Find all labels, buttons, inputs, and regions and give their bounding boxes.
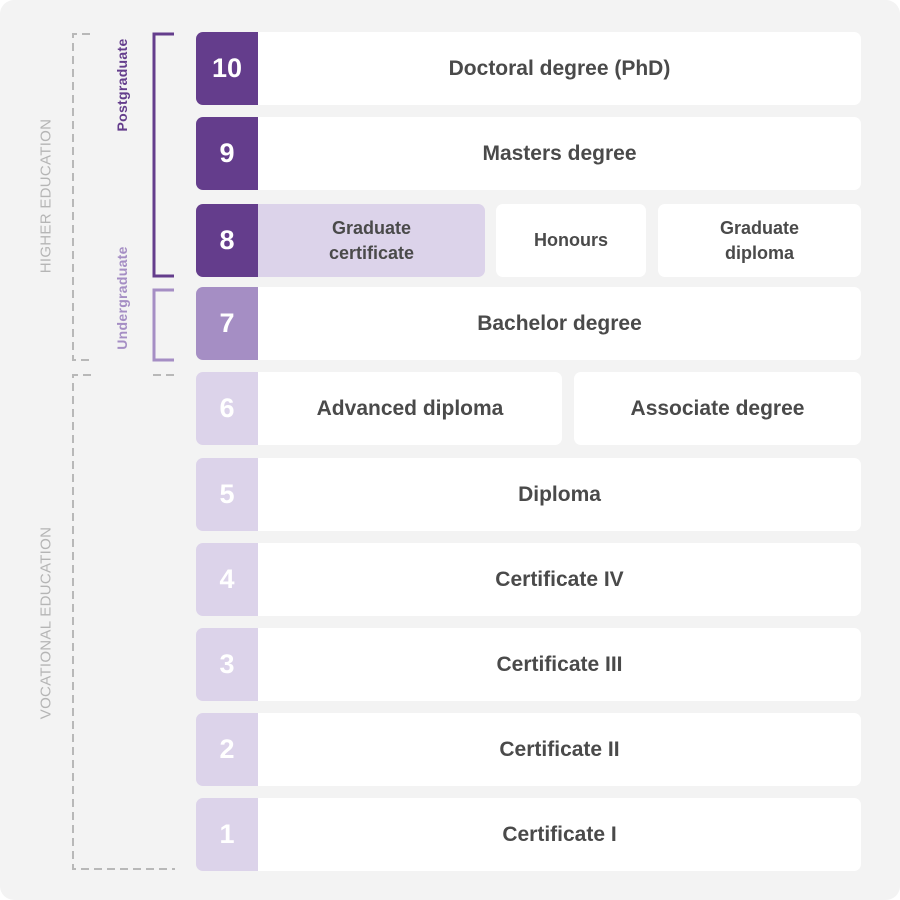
qualification-cell-associate-degree: Associate degree bbox=[574, 372, 861, 445]
undergraduate-label: Undergraduate bbox=[114, 246, 130, 350]
qualification-label: Diploma bbox=[518, 483, 601, 506]
qualification-cell-advanced-diploma: Advanced diploma bbox=[258, 372, 562, 445]
level-number: 6 bbox=[196, 372, 258, 445]
qualification-label: Advanced diploma bbox=[316, 397, 504, 420]
postgraduate-bracket bbox=[152, 32, 174, 278]
qualification-label: Honours bbox=[534, 230, 608, 250]
level-3-row: 3 Certificate III bbox=[196, 628, 861, 701]
level-4-row: 4 Certificate IV bbox=[196, 543, 861, 616]
qualification-cell: Masters degree bbox=[258, 117, 861, 190]
undergraduate-bracket bbox=[152, 288, 174, 362]
qualification-label: Masters degree bbox=[482, 142, 637, 165]
qualification-cell: Certificate III bbox=[258, 628, 861, 701]
level-1-row: 1 Certificate I bbox=[196, 798, 861, 871]
level-10-row: 10 Doctoral degree (PhD) bbox=[196, 32, 861, 105]
higher-education-label: HIGHER EDUCATION bbox=[37, 118, 55, 274]
level-number: 10 bbox=[196, 32, 258, 105]
vocational-education-bracket bbox=[72, 374, 175, 870]
vocational-education-label: VOCATIONAL EDUCATION bbox=[37, 526, 55, 720]
qualification-label: Associate degree bbox=[630, 397, 805, 420]
qualification-cell: Certificate I bbox=[258, 798, 861, 871]
level-number: 1 bbox=[196, 798, 258, 871]
level-number: 4 bbox=[196, 543, 258, 616]
level-7-row: 7 Bachelor degree bbox=[196, 287, 861, 360]
level-number: 9 bbox=[196, 117, 258, 190]
level-9-row: 9 Masters degree bbox=[196, 117, 861, 190]
level-5-row: 5 Diploma bbox=[196, 458, 861, 531]
level-2-row: 2 Certificate II bbox=[196, 713, 861, 786]
higher-education-bracket bbox=[72, 33, 91, 361]
qualification-cell-graduate-certificate: Graduate certificate bbox=[258, 204, 485, 277]
qualification-label: Bachelor degree bbox=[477, 312, 642, 335]
qualification-label: Graduate diploma bbox=[719, 217, 800, 263]
qualification-label: Certificate III bbox=[496, 653, 623, 676]
level-number: 2 bbox=[196, 713, 258, 786]
qualification-cell: Diploma bbox=[258, 458, 861, 531]
qualification-label: Certificate IV bbox=[495, 568, 624, 591]
qualification-cell: Bachelor degree bbox=[258, 287, 861, 360]
qualification-cell-graduate-diploma: Graduate diploma bbox=[658, 204, 861, 277]
qualification-cell: Doctoral degree (PhD) bbox=[258, 32, 861, 105]
level-number: 5 bbox=[196, 458, 258, 531]
qualification-cell: Certificate II bbox=[258, 713, 861, 786]
postgraduate-label: Postgraduate bbox=[114, 38, 130, 132]
qualification-label: Certificate I bbox=[502, 823, 617, 846]
level-6-row: 6 Advanced diploma Associate degree bbox=[196, 372, 861, 445]
level-8-row: 8 Graduate certificate Honours Graduate … bbox=[196, 204, 861, 277]
qualification-label: Certificate II bbox=[499, 738, 620, 761]
qualification-cell: Certificate IV bbox=[258, 543, 861, 616]
level-number: 8 bbox=[196, 204, 258, 277]
level-number: 3 bbox=[196, 628, 258, 701]
qualification-label: Graduate certificate bbox=[328, 217, 415, 263]
qualification-cell-honours: Honours bbox=[496, 204, 646, 277]
level-number: 7 bbox=[196, 287, 258, 360]
qualification-label: Doctoral degree (PhD) bbox=[448, 57, 671, 80]
